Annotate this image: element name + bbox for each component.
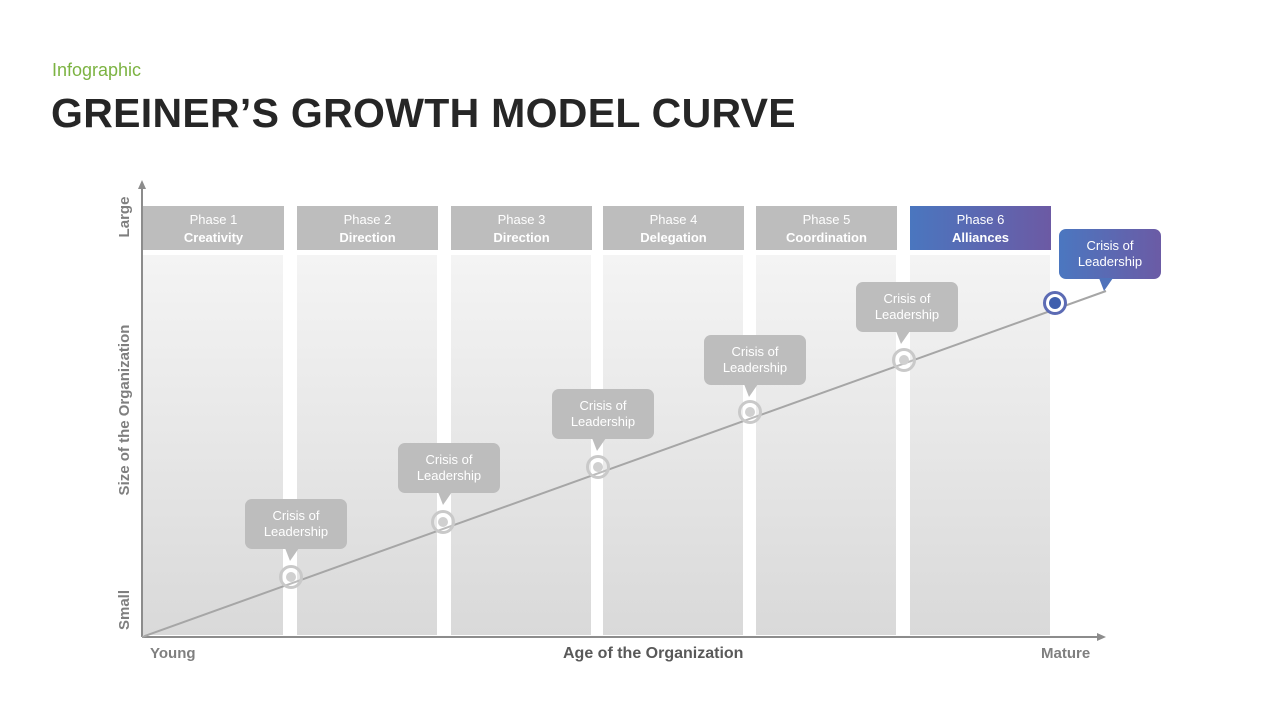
phase-header-6: Phase 6 Alliances xyxy=(910,206,1051,250)
crisis-callout-6: Crisis of Leadership xyxy=(1059,229,1161,291)
phase-header-2: Phase 2 Direction xyxy=(297,206,438,250)
phase-name: Alliances xyxy=(951,230,1010,245)
phase-header-1: Phase 1 Creativity xyxy=(143,206,284,250)
crisis-callout-line1: Crisis of xyxy=(883,291,931,306)
crisis-node-2 xyxy=(431,510,455,534)
y-axis-top-label: Large xyxy=(116,196,133,238)
x-axis-title: Age of the Organization xyxy=(563,645,744,662)
phase-name: Direction xyxy=(339,230,396,245)
crisis-callout-4: Crisis of Leadership xyxy=(704,335,806,397)
phase-column-4 xyxy=(603,255,743,635)
crisis-callout-line1: Crisis of xyxy=(425,452,473,467)
crisis-callout-line2: Leadership xyxy=(570,414,636,429)
crisis-node-6 xyxy=(1043,291,1067,315)
y-axis-title: Size of the Organization xyxy=(116,324,133,496)
phase-number: Phase 5 xyxy=(802,212,851,227)
phase-header-5: Phase 5 Coordination xyxy=(756,206,897,250)
phase-column-1 xyxy=(143,255,283,635)
phase-header-4: Phase 4 Delegation xyxy=(603,206,744,250)
crisis-callout-line1: Crisis of xyxy=(272,508,320,523)
crisis-callout-line2: Leadership xyxy=(416,468,482,483)
page-title: GREINER’S GROWTH MODEL CURVE xyxy=(51,90,796,136)
subtitle: Infographic xyxy=(52,60,142,80)
crisis-callout-line1: Crisis of xyxy=(1086,238,1134,253)
phase-name: Direction xyxy=(493,230,550,245)
phase-number: Phase 1 xyxy=(189,212,238,227)
phase-number: Phase 3 xyxy=(497,212,546,227)
phase-number: Phase 6 xyxy=(956,212,1005,227)
crisis-node-1 xyxy=(279,565,303,589)
phase-name: Delegation xyxy=(640,230,707,245)
crisis-node-4 xyxy=(738,400,762,424)
crisis-callout-5: Crisis of Leadership xyxy=(856,282,958,344)
crisis-callout-line1: Crisis of xyxy=(579,398,627,413)
crisis-callout-line2: Leadership xyxy=(722,360,788,375)
phase-header-3: Phase 3 Direction xyxy=(451,206,592,250)
crisis-node-3 xyxy=(586,455,610,479)
x-axis-left-label: Young xyxy=(150,645,196,662)
phase-number: Phase 2 xyxy=(343,212,392,227)
crisis-callout-2: Crisis of Leadership xyxy=(398,443,500,505)
crisis-callout-line2: Leadership xyxy=(1077,254,1143,269)
crisis-callout-1: Crisis of Leadership xyxy=(245,499,347,561)
y-axis-bottom-label: Small xyxy=(116,589,133,631)
x-axis-arrow xyxy=(1097,633,1106,641)
crisis-callout-3: Crisis of Leadership xyxy=(552,389,654,451)
phase-number: Phase 4 xyxy=(649,212,698,227)
crisis-callout-line1: Crisis of xyxy=(731,344,779,359)
x-axis-right-label: Mature xyxy=(1041,645,1091,662)
phase-name: Coordination xyxy=(786,230,867,245)
crisis-node-5 xyxy=(892,348,916,372)
crisis-callout-line2: Leadership xyxy=(263,524,329,539)
y-axis-arrow xyxy=(138,180,146,189)
crisis-callout-line2: Leadership xyxy=(874,307,940,322)
phase-name: Creativity xyxy=(183,230,244,245)
